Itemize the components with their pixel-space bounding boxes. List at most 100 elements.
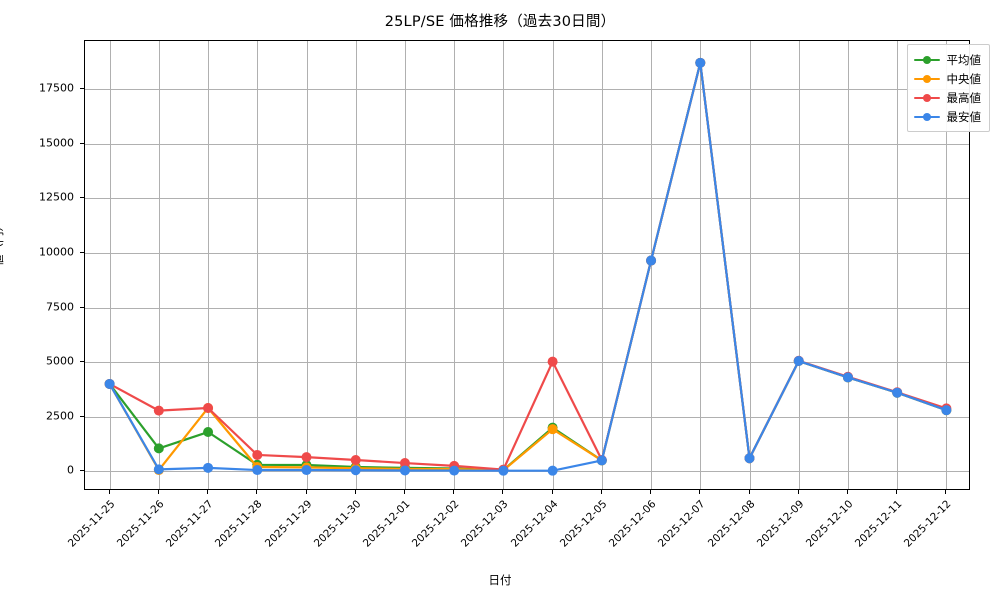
gridline-horizontal — [85, 307, 969, 309]
gridline-vertical — [798, 41, 800, 489]
gridline-vertical — [601, 41, 603, 489]
data-point — [547, 465, 558, 476]
x-tick-mark — [108, 490, 110, 494]
y-tick-mark — [80, 88, 84, 90]
gridline-vertical — [208, 41, 210, 489]
gridline-vertical — [847, 41, 849, 489]
x-tick-mark — [650, 490, 652, 494]
x-tick-mark — [748, 490, 750, 494]
series-1 — [104, 57, 952, 476]
gridline-vertical — [700, 41, 702, 489]
legend-item-2[interactable]: 中央値 — [913, 69, 981, 88]
y-tick-mark — [80, 197, 84, 199]
data-point — [153, 443, 164, 454]
data-point — [744, 453, 755, 464]
data-point — [203, 402, 214, 413]
gridline-vertical — [749, 41, 751, 489]
gridline-vertical — [109, 41, 111, 489]
y-tick-label: 2500 — [46, 409, 74, 423]
data-point — [547, 356, 558, 367]
y-tick-label: 5000 — [46, 354, 74, 368]
chart-title: 25LP/SE 価格推移（過去30日間） — [384, 14, 616, 30]
series-3 — [104, 57, 952, 475]
legend-item-1[interactable]: 平均値 — [913, 50, 981, 69]
gridline-vertical — [158, 41, 160, 489]
gridline-horizontal — [85, 362, 969, 364]
gridline-vertical — [552, 41, 554, 489]
data-point — [892, 387, 903, 398]
y-axis-label: 値（円） — [0, 220, 5, 266]
y-tick-mark — [80, 415, 84, 417]
legend-item-3[interactable]: 最高値 — [913, 88, 982, 107]
x-axis-label: 日付 — [488, 573, 512, 587]
x-tick-mark — [453, 490, 455, 494]
x-tick-mark — [157, 490, 159, 494]
data-point — [498, 465, 509, 476]
data-point — [941, 405, 952, 416]
legend-marker-icon — [913, 73, 940, 85]
legend-label: 最高値 — [946, 90, 982, 105]
legend-item-4[interactable]: 最安値 — [913, 107, 982, 126]
gridline-vertical — [355, 41, 357, 489]
x-tick-mark — [699, 490, 701, 494]
series-2 — [104, 57, 952, 476]
series-line — [108, 61, 948, 471]
y-tick-label: 10000 — [39, 245, 74, 259]
gridline-horizontal — [85, 143, 969, 145]
data-point — [547, 424, 558, 435]
x-tick-mark — [797, 490, 799, 494]
data-point — [301, 465, 312, 476]
data-point — [350, 454, 361, 465]
gridline-horizontal — [85, 252, 969, 254]
y-tick-mark — [80, 361, 84, 363]
x-tick-mark — [945, 490, 947, 494]
x-tick-mark — [551, 490, 553, 494]
gridline-vertical — [306, 41, 308, 489]
x-tick-mark — [256, 490, 258, 494]
gridline-horizontal — [85, 89, 969, 91]
gridline-vertical — [257, 41, 259, 489]
data-point — [252, 465, 263, 476]
y-tick-label: 17500 — [39, 81, 74, 95]
y-tick-mark — [80, 251, 84, 253]
legend-marker-icon — [913, 111, 940, 123]
data-point — [104, 378, 115, 389]
data-point — [153, 464, 164, 475]
x-tick-mark — [600, 490, 602, 494]
plot-area — [84, 40, 970, 490]
x-tick-mark — [846, 490, 848, 494]
series-line — [108, 61, 948, 472]
series-4 — [104, 57, 952, 476]
y-tick-label: 15000 — [39, 136, 74, 150]
gridline-horizontal — [85, 198, 969, 200]
legend: 平均値 中央値最高値最安値 — [906, 44, 990, 132]
gridline-vertical — [503, 41, 505, 489]
x-tick-mark — [207, 490, 209, 494]
data-point — [350, 465, 361, 476]
gridline-vertical — [946, 41, 948, 489]
data-point — [646, 255, 657, 266]
data-point — [793, 356, 804, 367]
gridline-vertical — [897, 41, 899, 489]
data-point — [153, 405, 164, 416]
data-point — [695, 57, 706, 68]
gridline-vertical — [454, 41, 456, 489]
series-line — [108, 61, 948, 472]
y-tick-label: 7500 — [46, 300, 74, 313]
data-point — [399, 458, 410, 469]
x-tick-mark — [896, 490, 898, 494]
y-tick-mark — [80, 142, 84, 144]
x-tick-mark — [305, 490, 307, 494]
data-point — [399, 465, 410, 476]
legend-label: 最安値 — [946, 109, 982, 124]
gridline-vertical — [404, 41, 406, 489]
y-tick-label: 12500 — [39, 190, 74, 204]
x-tick-mark — [502, 490, 504, 494]
series-line — [108, 61, 948, 472]
y-tick-label: 0 — [67, 463, 74, 477]
data-point — [203, 427, 214, 438]
gridline-horizontal — [85, 471, 969, 473]
data-point — [449, 465, 460, 476]
data-point — [252, 449, 263, 460]
